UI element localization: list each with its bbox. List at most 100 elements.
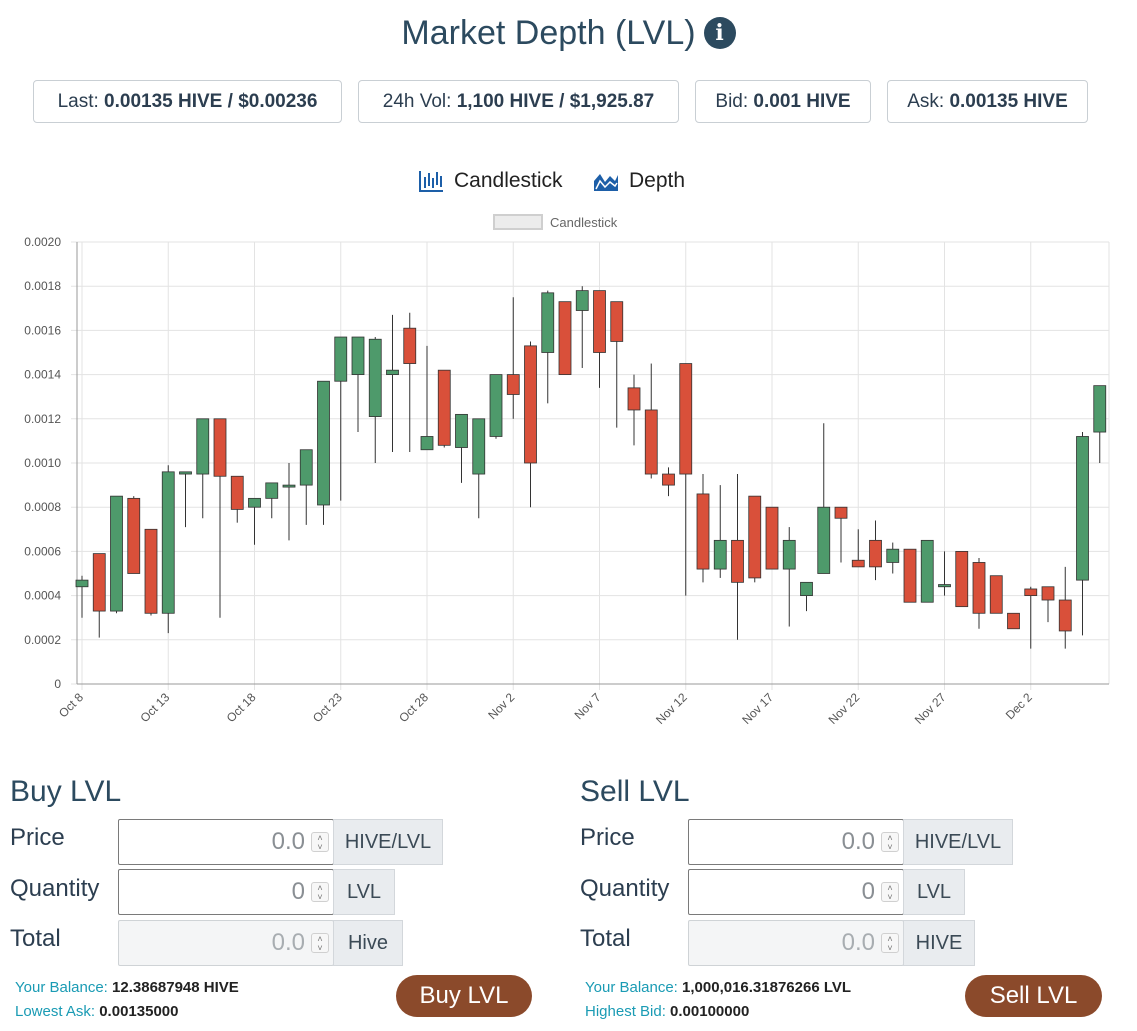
- candle-body: [334, 336, 348, 382]
- candle-body: [834, 506, 848, 519]
- bid-stat: Bid: 0.001 HIVE: [695, 80, 871, 123]
- x-tick-label: Oct 13: [137, 690, 172, 725]
- buy-total-spinner: ˄ ˅: [311, 933, 329, 953]
- candle-body: [92, 553, 106, 612]
- last-price-label: Last:: [57, 91, 99, 112]
- buy-price-unit: HIVE/LVL: [333, 819, 443, 865]
- depth-view-toggle[interactable]: Depth: [593, 166, 685, 196]
- candle-body: [662, 473, 675, 486]
- sell-quantity-spinner[interactable]: ˄ ˅: [881, 882, 899, 902]
- sell-quantity-input[interactable]: 0 ˄ ˅: [688, 869, 904, 915]
- candle-body: [644, 409, 658, 475]
- lowest-ask-label: Lowest Ask:: [15, 1003, 96, 1020]
- x-tick-label: Nov 2: [485, 690, 517, 722]
- ask-stat: Ask: 0.00135 HIVE: [887, 80, 1088, 123]
- volume-value: 1,100 HIVE / $1,925.87: [456, 91, 655, 112]
- lowest-ask: Lowest Ask: 0.00135000: [15, 1003, 178, 1020]
- buy-button[interactable]: Buy LVL: [396, 975, 532, 1017]
- candle-body: [1041, 586, 1055, 601]
- x-tick-label: Nov 22: [826, 690, 863, 727]
- y-tick-label: 0.0018: [24, 279, 61, 293]
- candle-body: [886, 548, 900, 563]
- candle-body: [869, 539, 882, 568]
- candle-body: [351, 336, 365, 375]
- sell-price-unit: HIVE/LVL: [903, 819, 1013, 865]
- sell-price-input[interactable]: 0.0 ˄ ˅: [688, 819, 904, 865]
- candle-body: [1093, 385, 1107, 433]
- highest-bid-label: Highest Bid:: [585, 1003, 666, 1020]
- candle-body: [144, 528, 158, 614]
- candle-body: [75, 579, 89, 588]
- y-tick-label: 0.0008: [24, 500, 61, 514]
- candle-body: [1007, 612, 1020, 630]
- page-title-text: Market Depth (LVL): [401, 14, 696, 52]
- ask-label: Ask:: [907, 91, 945, 112]
- x-tick-label: Oct 8: [56, 690, 86, 720]
- candle-body: [558, 301, 572, 376]
- buy-price-spinner[interactable]: ˄ ˅: [311, 832, 329, 852]
- sell-total-value: 0.0: [841, 929, 875, 956]
- y-tick-label: 0.0012: [24, 412, 61, 426]
- candle-body: [506, 374, 520, 395]
- candle-body: [1076, 436, 1089, 581]
- candle-body: [903, 548, 917, 603]
- buy-price-input[interactable]: 0.0 ˄ ˅: [118, 819, 334, 865]
- candle-body: [851, 559, 865, 568]
- candlestick-view-toggle[interactable]: Candlestick: [418, 166, 563, 196]
- candle-body: [368, 338, 382, 417]
- candle-body: [299, 449, 313, 486]
- buy-total-label: Total: [10, 925, 61, 952]
- buy-quantity-unit: LVL: [333, 869, 395, 915]
- highest-bid-value: 0.00100000: [670, 1003, 750, 1020]
- candle-body: [403, 327, 417, 364]
- candle-body: [731, 539, 744, 583]
- info-circle-icon[interactable]: i: [703, 17, 736, 49]
- sell-total-input: 0.0 ˄ ˅: [688, 920, 904, 966]
- candle-body: [610, 301, 624, 342]
- y-tick-label: 0.0020: [24, 235, 61, 249]
- candle-body: [127, 497, 141, 574]
- candle-body: [696, 493, 710, 570]
- candle-body: [1058, 599, 1072, 632]
- legend-swatch: [493, 214, 543, 230]
- candle-body: [248, 497, 261, 508]
- bid-label: Bid:: [715, 91, 749, 112]
- sell-quantity-label: Quantity: [580, 875, 670, 902]
- candle-body: [782, 539, 796, 570]
- buy-quantity-spinner[interactable]: ˄ ˅: [311, 882, 329, 902]
- last-price-value: 0.00135 HIVE / $0.00236: [104, 91, 318, 112]
- buy-heading: Buy LVL: [10, 775, 122, 808]
- buy-quantity-input[interactable]: 0 ˄ ˅: [118, 869, 334, 915]
- candle-body: [386, 369, 399, 375]
- volume-stat: 24h Vol: 1,100 HIVE / $1,925.87: [358, 80, 679, 123]
- candle-body: [179, 471, 192, 475]
- buy-balance-value: 12.38687948 HIVE: [112, 979, 239, 996]
- y-tick-label: 0: [54, 677, 61, 691]
- sell-price-spinner[interactable]: ˄ ˅: [881, 832, 899, 852]
- candle-body: [955, 551, 969, 608]
- sell-balance: Your Balance: 1,000,016.31876266 LVL: [585, 979, 851, 996]
- candle-body: [989, 575, 1003, 614]
- sell-button[interactable]: Sell LVL: [965, 975, 1102, 1017]
- candle-body: [489, 374, 503, 437]
- buy-quantity-label: Quantity: [10, 875, 100, 902]
- volume-label: 24h Vol:: [382, 91, 452, 112]
- candle-body: [593, 290, 606, 353]
- x-tick-label: Nov 17: [739, 690, 776, 727]
- candle-body: [713, 539, 727, 570]
- area-chart-icon: [594, 174, 618, 191]
- buy-quantity-value: 0: [291, 878, 305, 905]
- sell-total-unit: HIVE: [903, 920, 975, 966]
- y-tick-label: 0.0014: [24, 368, 61, 382]
- candle-body: [472, 418, 486, 475]
- sell-balance-label: Your Balance:: [585, 979, 678, 996]
- candle-body: [317, 380, 330, 506]
- candle-body: [213, 418, 227, 477]
- candle-body: [282, 484, 296, 488]
- page-title: Market Depth (LVL) i: [0, 14, 1137, 53]
- candle-body: [161, 471, 175, 614]
- buy-price-value: 0.0: [271, 828, 305, 855]
- candle-body: [627, 387, 641, 411]
- candlestick-toggle-label: Candlestick: [454, 169, 563, 192]
- candle-body: [575, 290, 589, 311]
